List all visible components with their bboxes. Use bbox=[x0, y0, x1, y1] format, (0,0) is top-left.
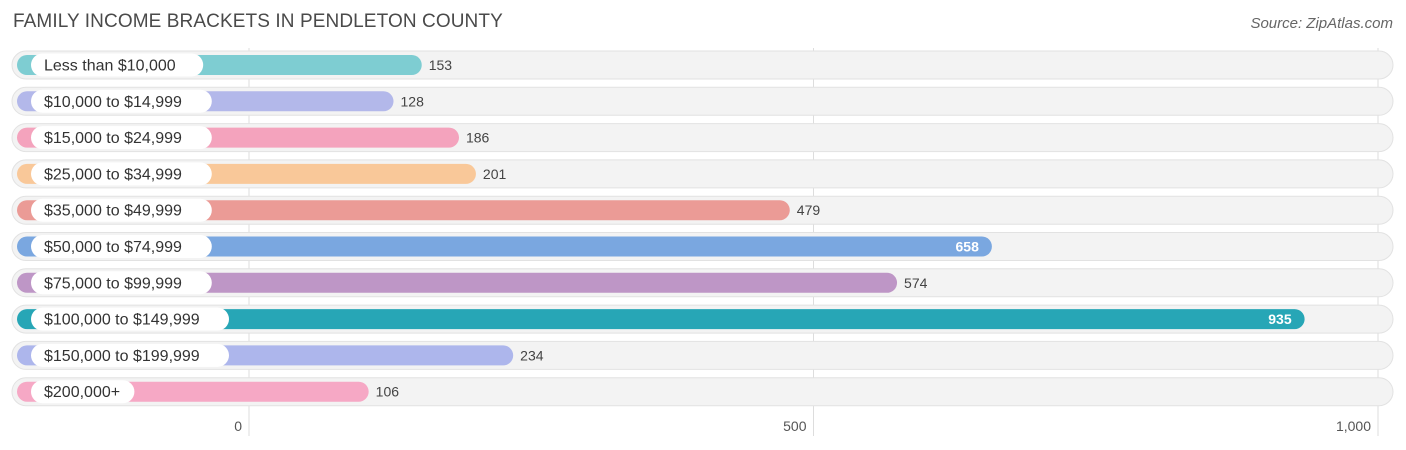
value-label: 658 bbox=[956, 239, 980, 255]
category-label: $50,000 to $74,999 bbox=[44, 239, 182, 256]
bar bbox=[17, 309, 1305, 330]
category-label: $75,000 to $99,999 bbox=[44, 275, 182, 292]
category-label: $15,000 to $24,999 bbox=[44, 130, 182, 147]
category-label: $150,000 to $199,999 bbox=[44, 348, 200, 365]
bar bbox=[17, 236, 992, 257]
value-label: 106 bbox=[376, 384, 400, 400]
category-label-pill bbox=[31, 343, 229, 367]
value-label: 574 bbox=[904, 275, 928, 291]
category-label: $200,000+ bbox=[44, 384, 120, 401]
bar bbox=[17, 272, 898, 293]
x-tick-label: 0 bbox=[234, 418, 242, 434]
value-label: 128 bbox=[401, 93, 425, 109]
chart-title: FAMILY INCOME BRACKETS IN PENDLETON COUN… bbox=[13, 11, 503, 32]
value-label: 201 bbox=[483, 166, 507, 182]
category-label: Less than $10,000 bbox=[44, 58, 176, 75]
category-label-pill bbox=[31, 235, 212, 258]
x-tick-label: 500 bbox=[783, 418, 807, 434]
value-label: 153 bbox=[429, 57, 453, 73]
category-label: $100,000 to $149,999 bbox=[44, 312, 200, 329]
value-label: 935 bbox=[1268, 311, 1292, 327]
category-label-pill bbox=[31, 307, 229, 331]
category-label: $10,000 to $14,999 bbox=[44, 94, 182, 111]
category-label-pill bbox=[31, 89, 212, 113]
category-label-pill bbox=[31, 53, 204, 77]
value-label: 186 bbox=[466, 130, 490, 146]
category-label-pill bbox=[31, 126, 212, 150]
category-label-pill bbox=[31, 380, 135, 404]
source-label: Source: ZipAtlas.com bbox=[1250, 15, 1393, 32]
category-label-pill bbox=[31, 162, 212, 186]
category-label-pill bbox=[31, 271, 212, 295]
x-tick-label: 1,000 bbox=[1336, 418, 1371, 434]
category-label: $35,000 to $49,999 bbox=[44, 203, 182, 220]
value-label: 479 bbox=[797, 202, 821, 218]
category-label: $25,000 to $34,999 bbox=[44, 166, 182, 183]
value-label: 234 bbox=[520, 347, 544, 363]
category-label-pill bbox=[31, 198, 212, 222]
